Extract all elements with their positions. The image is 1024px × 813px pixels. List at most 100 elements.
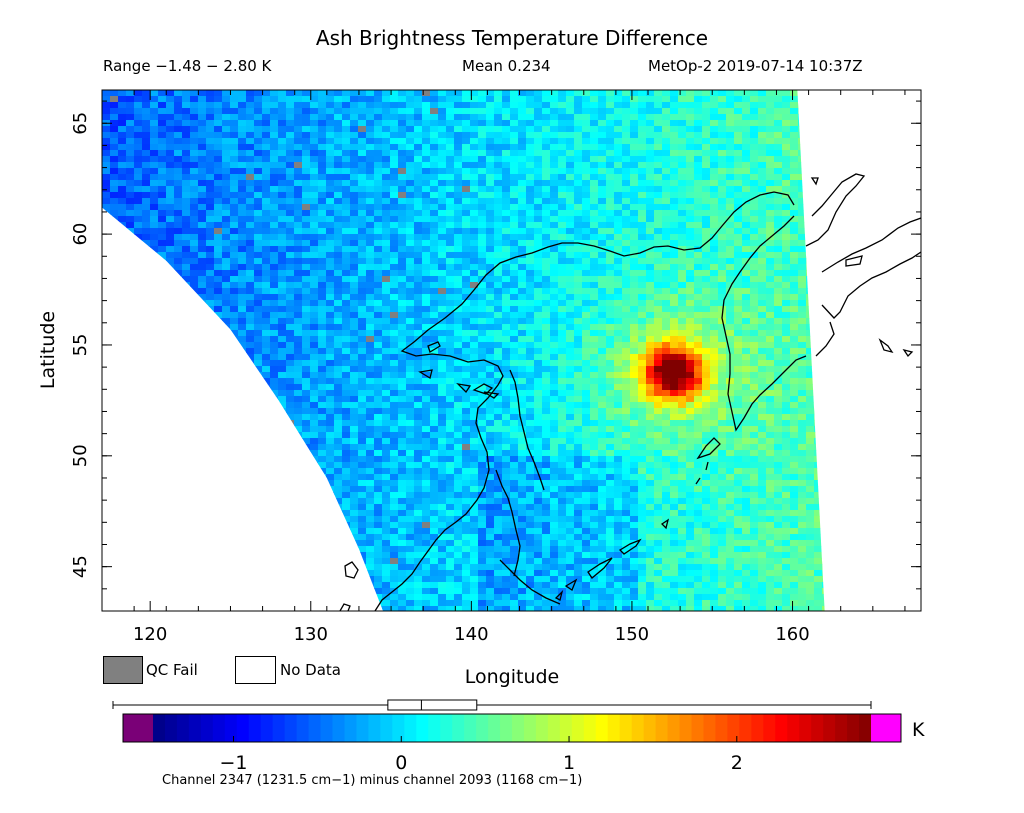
heatmap-cell: [630, 204, 639, 211]
heatmap-cell: [438, 156, 447, 163]
heatmap-cell: [438, 306, 447, 313]
heatmap-cell: [774, 198, 783, 205]
heatmap-cell: [366, 138, 375, 145]
heatmap-cell: [918, 222, 927, 229]
heatmap-cell: [294, 96, 303, 103]
heatmap-cell: [350, 228, 359, 235]
heatmap-cell: [718, 288, 727, 295]
heatmap-cell: [894, 186, 903, 193]
heatmap-cell: [750, 216, 759, 223]
heatmap-cell: [278, 156, 287, 163]
heatmap-cell: [382, 324, 391, 331]
heatmap-cell: [342, 288, 351, 295]
heatmap-cell: [454, 180, 463, 187]
heatmap-cell: [606, 354, 615, 361]
heatmap-cell: [246, 264, 255, 271]
heatmap-cell: [710, 210, 719, 217]
heatmap-cell: [350, 168, 359, 175]
heatmap-cell: [190, 90, 199, 97]
heatmap-cell: [790, 156, 799, 163]
heatmap-cell: [190, 222, 199, 229]
heatmap-cell: [286, 300, 295, 307]
heatmap-cell: [254, 282, 263, 289]
heatmap-cell: [382, 168, 391, 175]
heatmap-cell: [886, 252, 895, 259]
heatmap-cell: [470, 96, 479, 103]
heatmap-cell: [134, 174, 143, 181]
heatmap-cell: [118, 252, 127, 259]
heatmap-cell: [694, 168, 703, 175]
heatmap-cell: [854, 336, 863, 343]
heatmap-cell: [286, 162, 295, 169]
heatmap-cell: [422, 210, 431, 217]
heatmap-cell: [822, 288, 825, 295]
heatmap-cell: [494, 360, 503, 367]
heatmap-cell: [134, 354, 143, 361]
heatmap-cell: [750, 102, 759, 109]
heatmap-cell: [278, 354, 287, 361]
heatmap-cell: [526, 210, 535, 217]
heatmap-cell: [838, 132, 847, 139]
heatmap-cell: [206, 222, 215, 229]
heatmap-cell: [534, 348, 543, 355]
heatmap-cell: [878, 222, 887, 229]
heatmap-cell: [374, 180, 383, 187]
heatmap-cell: [878, 144, 887, 151]
heatmap-cell: [502, 174, 511, 181]
heatmap-cell: [710, 198, 719, 205]
heatmap-cell: [638, 126, 647, 133]
heatmap-cell: [878, 372, 887, 379]
heatmap-cell: [414, 108, 423, 115]
heatmap-cell: [806, 132, 815, 139]
heatmap-cell: [262, 354, 271, 361]
heatmap-cell: [654, 222, 663, 229]
heatmap-cell: [214, 120, 223, 127]
heatmap-cell: [174, 336, 183, 343]
heatmap-cell: [182, 102, 191, 109]
heatmap-cell: [134, 162, 143, 169]
heatmap-cell: [406, 168, 415, 175]
heatmap-cell: [646, 240, 655, 247]
heatmap-cell: [278, 96, 287, 103]
heatmap-cell: [670, 360, 679, 367]
heatmap-cell: [822, 114, 825, 121]
heatmap-cell: [414, 306, 423, 313]
heatmap-cell: [878, 210, 887, 217]
heatmap-cell: [198, 120, 207, 127]
heatmap-cell: [574, 96, 583, 103]
heatmap-cell: [238, 324, 247, 331]
heatmap-cell: [150, 276, 159, 283]
heatmap-cell: [654, 282, 663, 289]
heatmap-cell: [302, 186, 311, 193]
heatmap-cell: [814, 312, 823, 319]
heatmap-cell: [166, 342, 175, 349]
heatmap-cell: [582, 264, 591, 271]
heatmap-cell: [166, 102, 175, 109]
heatmap-cell: [526, 198, 535, 205]
heatmap-cell: [822, 282, 825, 289]
heatmap-cell: [494, 354, 503, 361]
heatmap-cell: [446, 204, 455, 211]
heatmap-cell: [230, 132, 239, 139]
heatmap-cell: [182, 216, 191, 223]
heatmap-cell: [590, 192, 599, 199]
heatmap-cell: [654, 90, 663, 97]
heatmap-cell: [238, 312, 247, 319]
heatmap-cell: [326, 246, 335, 253]
heatmap-cell: [142, 114, 151, 121]
heatmap-cell: [734, 366, 743, 373]
heatmap-cell: [774, 168, 783, 175]
heatmap-cell: [814, 102, 823, 109]
heatmap-cell: [302, 354, 311, 361]
heatmap-cell: [374, 306, 383, 313]
heatmap-cell: [230, 240, 239, 247]
heatmap-cell: [486, 240, 495, 247]
heatmap-cell: [798, 372, 807, 379]
heatmap-cell: [158, 360, 167, 367]
heatmap-cell: [854, 210, 863, 217]
heatmap-cell: [494, 180, 503, 187]
heatmap-cell: [494, 372, 503, 379]
heatmap-cell: [150, 114, 159, 121]
heatmap-cell: [150, 360, 159, 367]
heatmap-cell: [222, 102, 231, 109]
